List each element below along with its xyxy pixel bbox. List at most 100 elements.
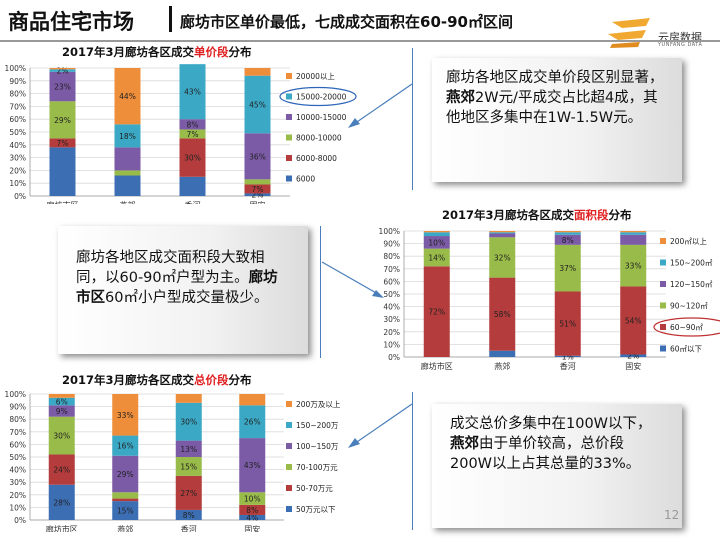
bar-segment (179, 176, 206, 196)
bar-segment (179, 119, 206, 130)
bar-segment (244, 179, 271, 185)
bar-segment (423, 266, 450, 357)
connector-line (412, 48, 413, 190)
bar-segment (489, 232, 516, 234)
data-label: 1% (562, 352, 574, 361)
legend-label: 200㎡以上 (670, 237, 707, 246)
bar-segment (244, 75, 271, 134)
y-tick-label: 80% (9, 415, 26, 424)
data-label: 13% (180, 445, 197, 454)
data-label: 8% (562, 236, 574, 245)
chart-title-part: 分布 (229, 373, 252, 387)
bar-segment (239, 504, 266, 515)
chart-title-part: 分布 (609, 208, 632, 222)
data-label: 33% (625, 262, 642, 271)
x-tick-label: 香河 (560, 361, 576, 371)
bar-segment (554, 234, 581, 245)
bar-segment (114, 147, 141, 171)
bar-segment (49, 68, 76, 70)
chart-title-part: 月廊坊各区成交 (113, 373, 195, 387)
connector-line (412, 392, 413, 530)
bar-segment (114, 175, 141, 196)
x-tick-label: 燕郊 (120, 200, 136, 204)
bar-segment (239, 394, 266, 406)
bar-segment (48, 394, 75, 398)
bar-segment (620, 231, 647, 233)
data-label: 44% (119, 92, 136, 101)
legend-swatch (660, 302, 666, 309)
data-label: 8% (183, 511, 195, 520)
bar-segment (175, 509, 202, 520)
data-label: 30% (184, 154, 201, 163)
logo-icon (608, 18, 650, 48)
legend-label: 60㎡以下 (670, 345, 703, 354)
data-label: 72% (428, 308, 445, 317)
data-label: 30% (180, 418, 197, 427)
y-tick-label: 40% (9, 141, 26, 150)
y-tick-label: 70% (383, 265, 400, 274)
data-label: 32% (494, 253, 511, 262)
bar-segment (179, 64, 206, 120)
bar-segment (554, 232, 581, 235)
chart-title-part: 月廊坊各区成交 (113, 45, 195, 59)
callout-highlight: 燕郊 (446, 90, 475, 106)
chart-title-part: 月廊坊各区成交 (493, 208, 575, 222)
bar-segment (620, 244, 647, 287)
legend-label: 20000以上 (296, 72, 335, 81)
bar-segment (175, 475, 202, 510)
logo-subtext: YUNFANG DATA (658, 42, 703, 48)
bar-segment (423, 231, 450, 233)
y-tick-label: 50% (9, 453, 26, 462)
data-label: 8% (246, 506, 258, 515)
callout-text: 廊坊各地区成交面积段大致相同，以60-90㎡户型为主。 (76, 250, 265, 286)
legend-swatch (286, 443, 292, 449)
data-label: 18% (119, 132, 136, 141)
y-tick-label: 20% (9, 491, 26, 500)
callout-text: 成交总价多集中在100W以下， (450, 416, 652, 432)
data-label: 29% (117, 470, 134, 479)
bar-segment (620, 232, 647, 235)
bar-segment (49, 69, 76, 72)
y-tick-label: 10% (9, 179, 26, 188)
legend-swatch (286, 422, 292, 428)
y-tick-label: 90% (383, 240, 400, 249)
bar-segment (49, 71, 76, 102)
legend-label: 150~200万 (296, 421, 339, 430)
y-tick-label: 30% (9, 478, 26, 487)
x-tick-label: 燕郊 (494, 361, 510, 371)
bar-segment (239, 405, 266, 439)
bar-segment (48, 405, 75, 417)
legend-label: 70-100万元 (296, 463, 338, 472)
bar-segment (48, 454, 75, 485)
data-label: 10% (244, 495, 261, 504)
data-label: 28% (53, 498, 70, 507)
chart-title-part: 分布 (229, 45, 252, 59)
data-label: 6% (56, 398, 68, 407)
y-tick-label: 20% (383, 328, 400, 337)
legend-swatch (286, 485, 292, 491)
x-tick-label: 燕郊 (117, 524, 133, 532)
data-label: 24% (53, 466, 70, 475)
legend-label: 120~150㎡ (670, 280, 713, 289)
legend-swatch (286, 155, 292, 161)
chart-title: 2017年3月廊坊各区成交单价段分布 (62, 45, 252, 59)
data-label: 43% (184, 88, 201, 97)
legend-label: 50万元以下 (296, 505, 336, 514)
legend-swatch (286, 114, 292, 120)
chart-title: 2017年3月廊坊各区成交面积段分布 (442, 208, 632, 222)
legend-label: 150~200㎡ (670, 259, 713, 268)
bar-segment (48, 397, 75, 406)
chart-title-part: 3 (106, 373, 114, 387)
legend-label: 90~120㎡ (670, 302, 708, 311)
bar-segment (112, 435, 139, 456)
bar-segment (112, 455, 139, 493)
y-tick-label: 40% (383, 303, 400, 312)
y-tick-label: 50% (9, 128, 26, 137)
legend-label: 100~150万 (296, 442, 339, 451)
total-price-chart: 2017年3月廊坊各区成交总价段分布 0% 10% 20% 30% 40% 50% 60% 70… (5, 373, 341, 532)
page-number: 12 (664, 508, 680, 522)
y-tick-label: 0% (14, 516, 26, 525)
y-tick-label: 100% (5, 64, 26, 73)
legend-swatch (660, 345, 666, 352)
bar-segment (620, 234, 647, 245)
